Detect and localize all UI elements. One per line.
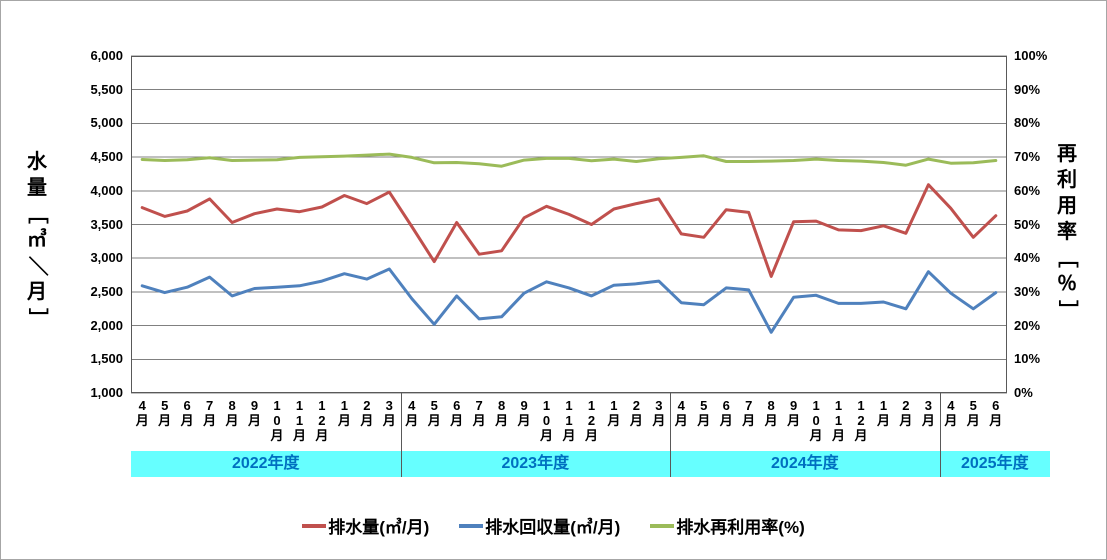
- fiscal-band-2022年度: 2022年度: [131, 451, 401, 477]
- legend-marker-reuse-rate: [650, 523, 675, 528]
- axis-title-char: 再: [1057, 143, 1077, 165]
- y-axis-right-tick: 90%: [1014, 81, 1041, 97]
- fiscal-band-2024年度: 2024年度: [670, 451, 940, 477]
- y-axis-right-tick: 100%: [1014, 48, 1048, 63]
- reuse-rate-line: [140, 152, 998, 168]
- y-axis-left-tick: 2,000: [90, 317, 123, 333]
- axis-title-char: ］: [26, 308, 48, 328]
- y-axis-right-tick: 0%: [1014, 385, 1033, 400]
- axis-title-char: 率: [1057, 221, 1077, 243]
- axis-title-char: ㎥: [27, 229, 47, 251]
- y-axis-right-tick: 40%: [1014, 250, 1041, 266]
- legend-item-drainage-volume: 排水量(㎥/月): [302, 513, 429, 538]
- y-axis-left-tick: 3,500: [90, 216, 123, 232]
- left-axis-title: 水量 ［ ㎥ ／ 月 ］: [17, 149, 57, 331]
- drainage-volume-line: [140, 183, 998, 278]
- right-axis-title: 再利用率 ［ ％ ］: [1047, 141, 1087, 323]
- axis-title-char: 用: [1057, 195, 1077, 217]
- y-axis-right-tick: 80%: [1014, 115, 1041, 131]
- fiscal-band-2025年度: 2025年度: [939, 451, 1050, 477]
- plot-frame: [131, 56, 1007, 393]
- axis-title-char: ／: [26, 256, 48, 276]
- year-separator-line: [670, 393, 671, 477]
- legend-label-drainage-volume: 排水量(㎥/月): [328, 518, 430, 537]
- year-separator-line: [940, 393, 941, 477]
- y-axis-left-tick: 6,000: [90, 48, 123, 63]
- fiscal-band-2023年度: 2023年度: [400, 451, 671, 477]
- plot-area: [131, 55, 1007, 394]
- axis-title-char: ％: [1057, 273, 1077, 295]
- legend-label-reuse-rate: 排水再利用率(%): [676, 518, 805, 537]
- legend-marker-recovery-volume: [459, 523, 484, 528]
- legend-item-recovery-volume: 排水回収量(㎥/月): [459, 513, 620, 538]
- y-axis-left-tick: 1,000: [90, 385, 123, 400]
- y-axis-right-tick: 30%: [1014, 283, 1041, 299]
- y-axis-left-tick: 2,500: [90, 283, 123, 299]
- axis-title-char: 利: [1057, 169, 1077, 191]
- legend: 排水量(㎥/月) 排水回収量(㎥/月) 排水再利用率(%): [1, 513, 1106, 538]
- y-axis-right-tick: 70%: [1014, 149, 1041, 165]
- axis-title-char: 月: [27, 281, 47, 303]
- year-separator-line: [401, 393, 402, 477]
- y-axis-left-tick: 4,000: [90, 182, 123, 198]
- y-axis-left-tick: 4,500: [90, 149, 123, 165]
- axis-title-char: 量: [27, 177, 47, 199]
- y-axis-right-tick: 10%: [1014, 351, 1041, 367]
- legend-item-reuse-rate: 排水再利用率(%): [650, 513, 805, 538]
- y-axis-left-tick: 5,000: [90, 115, 123, 131]
- y-axis-left-tick: 3,000: [90, 250, 123, 266]
- legend-marker-drainage-volume: [302, 523, 327, 528]
- axis-title-char: ［: [26, 204, 48, 224]
- y-axis-left-tick: 5,500: [90, 81, 123, 97]
- y-axis-right-tick: 50%: [1014, 216, 1041, 232]
- y-axis-right-tick: 60%: [1014, 182, 1041, 198]
- legend-label-recovery-volume: 排水回収量(㎥/月): [485, 518, 621, 537]
- recovery-volume-line: [140, 267, 998, 334]
- axis-title-char: 水: [27, 151, 47, 173]
- y-axis-left-tick: 1,500: [90, 351, 123, 367]
- y-axis-right-tick: 20%: [1014, 317, 1041, 333]
